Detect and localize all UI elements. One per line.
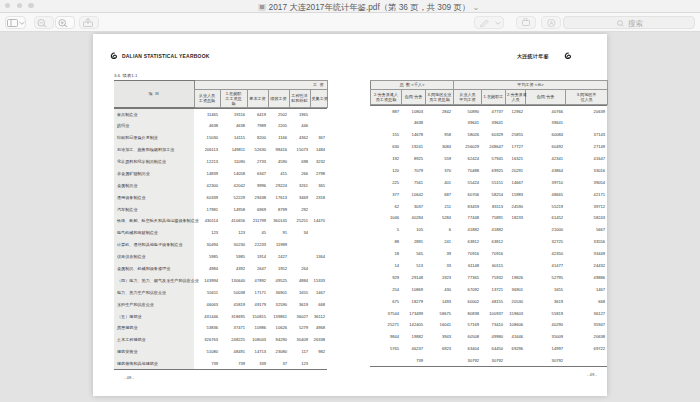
svg-text:A: A (549, 20, 553, 26)
